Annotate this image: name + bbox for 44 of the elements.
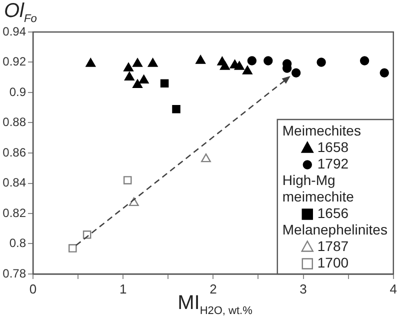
annotation: High-Mg meimechite bbox=[282, 172, 354, 205]
point bbox=[132, 79, 142, 88]
legend-label: 1656 bbox=[317, 205, 349, 222]
point bbox=[172, 105, 180, 114]
y-tick-label: 0.88 bbox=[2, 115, 26, 130]
point bbox=[234, 61, 244, 70]
y-tick-label: 0.92 bbox=[2, 54, 26, 69]
point bbox=[360, 56, 370, 66]
x-tick-label: 3 bbox=[300, 281, 307, 296]
annotation: Meimechites bbox=[282, 122, 361, 139]
point bbox=[247, 56, 257, 66]
y-tick-label: 0.94 bbox=[2, 24, 26, 38]
y-tick-label: 0.8 bbox=[9, 236, 26, 250]
y-tick-label: 0.78 bbox=[2, 266, 26, 280]
point bbox=[380, 68, 389, 78]
point bbox=[132, 58, 142, 67]
point bbox=[196, 55, 206, 64]
point bbox=[123, 176, 132, 184]
x-tick-label: 0 bbox=[29, 281, 37, 296]
point bbox=[242, 66, 252, 74]
point bbox=[201, 153, 211, 162]
legend-label: 1787 bbox=[317, 238, 349, 254]
annotation: Melanephelinites bbox=[282, 222, 388, 238]
point bbox=[124, 72, 134, 80]
x-tick-label: 1 bbox=[119, 281, 127, 296]
y-tick-label: 0.9 bbox=[9, 84, 26, 99]
point bbox=[264, 56, 273, 66]
point bbox=[220, 61, 230, 70]
y-axis-title: Ol$_{Fo}$ bbox=[4, 0, 37, 25]
legend-label: 1792 bbox=[317, 156, 349, 172]
legend-label: 1658 bbox=[317, 139, 349, 156]
y-tick-label: 0.86 bbox=[2, 145, 26, 160]
legend-label: 1700 bbox=[317, 254, 349, 271]
point bbox=[291, 68, 301, 78]
point bbox=[68, 244, 77, 252]
point bbox=[316, 58, 326, 67]
point bbox=[160, 79, 169, 88]
y-tick-label: 0.84 bbox=[2, 176, 26, 190]
point bbox=[86, 58, 96, 67]
point bbox=[138, 74, 149, 84]
x-tick-label: 4 bbox=[390, 281, 397, 296]
point bbox=[124, 62, 134, 72]
y-tick-label: 0.82 bbox=[2, 206, 26, 220]
point bbox=[148, 58, 158, 67]
